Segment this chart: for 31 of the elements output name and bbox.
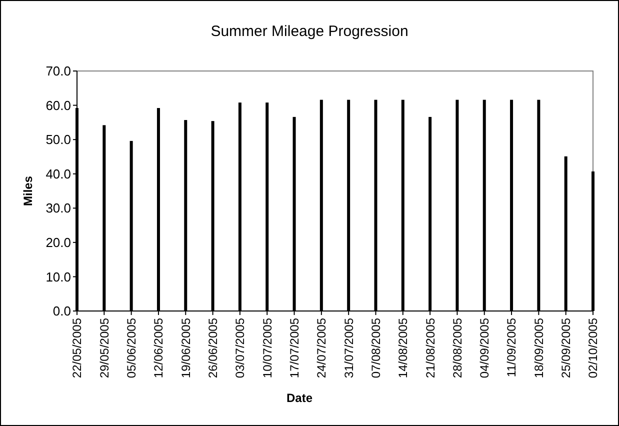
x-tick-label: 24/07/2005 <box>314 318 329 378</box>
x-tick-label: 05/06/2005 <box>124 318 139 378</box>
x-tick-label: 26/06/2005 <box>206 318 220 378</box>
x-tick-label: 31/07/2005 <box>342 318 356 378</box>
y-tick-label: 60.0 <box>46 98 71 113</box>
x-tick-label: 04/09/2005 <box>478 318 492 378</box>
x-tick-label: 29/05/2005 <box>97 318 112 378</box>
x-tick-label: 17/07/2005 <box>287 318 302 378</box>
y-tick-label: 10.0 <box>46 269 71 284</box>
x-tick-label: 14/08/2005 <box>396 318 410 378</box>
x-tick-label: 18/09/2005 <box>532 318 546 378</box>
y-tick-label: 40.0 <box>46 166 71 182</box>
x-tick-label: 11/09/2005 <box>504 318 519 378</box>
x-tick-label: 28/08/2005 <box>450 318 464 378</box>
x-tick-label: 25/09/2005 <box>559 318 574 378</box>
x-tick-label: 12/06/2005 <box>152 318 166 378</box>
x-tick-label: 22/05/2005 <box>70 318 84 378</box>
y-tick-label: 50.0 <box>46 132 71 148</box>
x-tick-label: 21/08/2005 <box>423 318 438 378</box>
y-tick-label: 0.0 <box>52 304 71 319</box>
x-tick-label: 07/08/2005 <box>368 318 383 378</box>
y-tick-label: 30.0 <box>46 200 71 216</box>
x-axis-title: Date <box>286 391 313 405</box>
chart-title: Summer Mileage Progression <box>210 23 408 40</box>
x-tick-label: 19/06/2005 <box>178 318 193 378</box>
y-tick-label: 20.0 <box>46 234 71 250</box>
x-tick-label: 02/10/2005 <box>586 318 600 378</box>
x-tick-label: 10/07/2005 <box>260 318 274 378</box>
x-tick-label: 03/07/2005 <box>233 318 248 378</box>
y-tick-label: 70.0 <box>46 64 71 79</box>
y-axis-title: Miles <box>21 176 35 206</box>
